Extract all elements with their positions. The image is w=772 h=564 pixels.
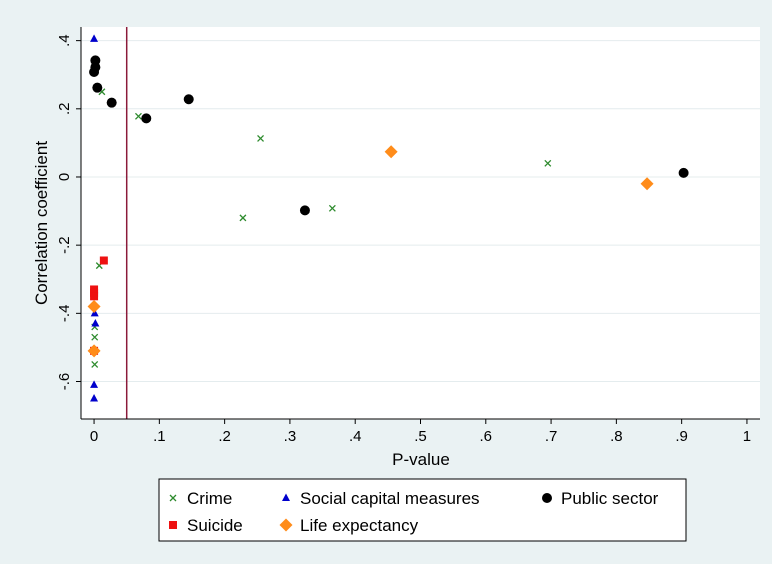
x-tick-label: .3: [284, 428, 297, 445]
x-tick-label: .6: [480, 428, 493, 445]
x-tick-label: .1: [153, 428, 166, 445]
legend-marker-social-capital-measures: [282, 493, 290, 501]
life-expectancy-point: [87, 300, 101, 314]
tick-labels: 0 .1 .2 .3 .4 .5 .6 .7 .8 .9 1 .4 .2 0 -.2 -.4 -.6: [56, 34, 751, 445]
social-capital-measures-point: [90, 380, 99, 388]
legend-label-social-capital-measures: Social capital measures: [300, 489, 480, 508]
legend-label-life-expectancy: Life expectancy: [300, 516, 419, 535]
suicide-point: [90, 292, 99, 301]
x-tick-label: 0: [90, 428, 98, 445]
crime-point: [134, 112, 142, 120]
life-expectancy-point: [384, 145, 398, 159]
legend-marker-life-expectancy: [279, 518, 293, 532]
social-capital-measures-point: [90, 394, 99, 402]
legend-marker-suicide: [169, 521, 177, 529]
social-capital-measures-point: [90, 34, 99, 42]
legend-marker-public-sector: [542, 493, 552, 503]
x-tick-label: .4: [349, 428, 362, 445]
crime-point: [257, 135, 265, 142]
y-tick-label: .4: [56, 34, 73, 47]
legend-box: [158, 478, 687, 542]
life-expectancy-point: [87, 344, 101, 358]
legend-label-crime: Crime: [187, 489, 232, 508]
legend-marker-crime: [169, 494, 177, 502]
plot-area: [81, 27, 760, 419]
public-sector-point: [678, 167, 689, 178]
y-tick-label: 0: [56, 173, 73, 181]
suicide-point: [99, 256, 108, 265]
crime-point: [239, 214, 247, 222]
y-tick-label: .2: [56, 103, 73, 116]
x-tick-label: 1: [743, 428, 751, 445]
crime-point: [91, 361, 99, 368]
x-tick-label: .5: [414, 428, 427, 445]
public-sector-point: [183, 94, 194, 105]
public-sector-point: [299, 205, 310, 216]
y-tick-label: -.4: [56, 305, 73, 323]
axes: [76, 27, 760, 424]
legend: Crime Social capital measures Public secto…: [158, 478, 687, 542]
data-points: [87, 34, 689, 402]
public-sector-point: [92, 82, 103, 93]
crime-point: [544, 159, 552, 167]
x-tick-label: .2: [218, 428, 231, 445]
crime-point: [328, 204, 336, 212]
x-tick-label: .7: [545, 428, 558, 445]
y-axis-title: Correlation coefficient: [32, 141, 51, 305]
public-sector-point: [89, 66, 100, 77]
grid-lines: [81, 40, 760, 383]
x-axis-title: P-value: [392, 450, 450, 469]
x-tick-label: .9: [675, 428, 688, 445]
x-tick-label: .8: [610, 428, 623, 445]
y-tick-label: -.2: [56, 236, 73, 254]
y-tick-label: -.6: [56, 373, 73, 391]
social-capital-measures-point: [90, 308, 99, 317]
public-sector-point: [141, 113, 152, 124]
public-sector-point: [106, 97, 117, 108]
legend-label-public-sector: Public sector: [561, 489, 659, 508]
legend-label-suicide: Suicide: [187, 516, 243, 535]
life-expectancy-point: [640, 177, 654, 191]
social-capital-measures-point: [91, 319, 100, 327]
crime-point: [91, 333, 99, 341]
